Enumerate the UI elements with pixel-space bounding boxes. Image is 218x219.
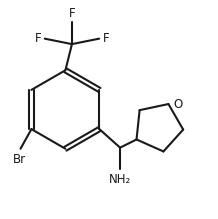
Text: NH₂: NH₂ bbox=[109, 173, 131, 186]
Text: F: F bbox=[69, 7, 75, 20]
Text: F: F bbox=[102, 32, 109, 45]
Text: O: O bbox=[173, 97, 182, 111]
Text: Br: Br bbox=[13, 153, 26, 166]
Text: F: F bbox=[35, 32, 41, 45]
